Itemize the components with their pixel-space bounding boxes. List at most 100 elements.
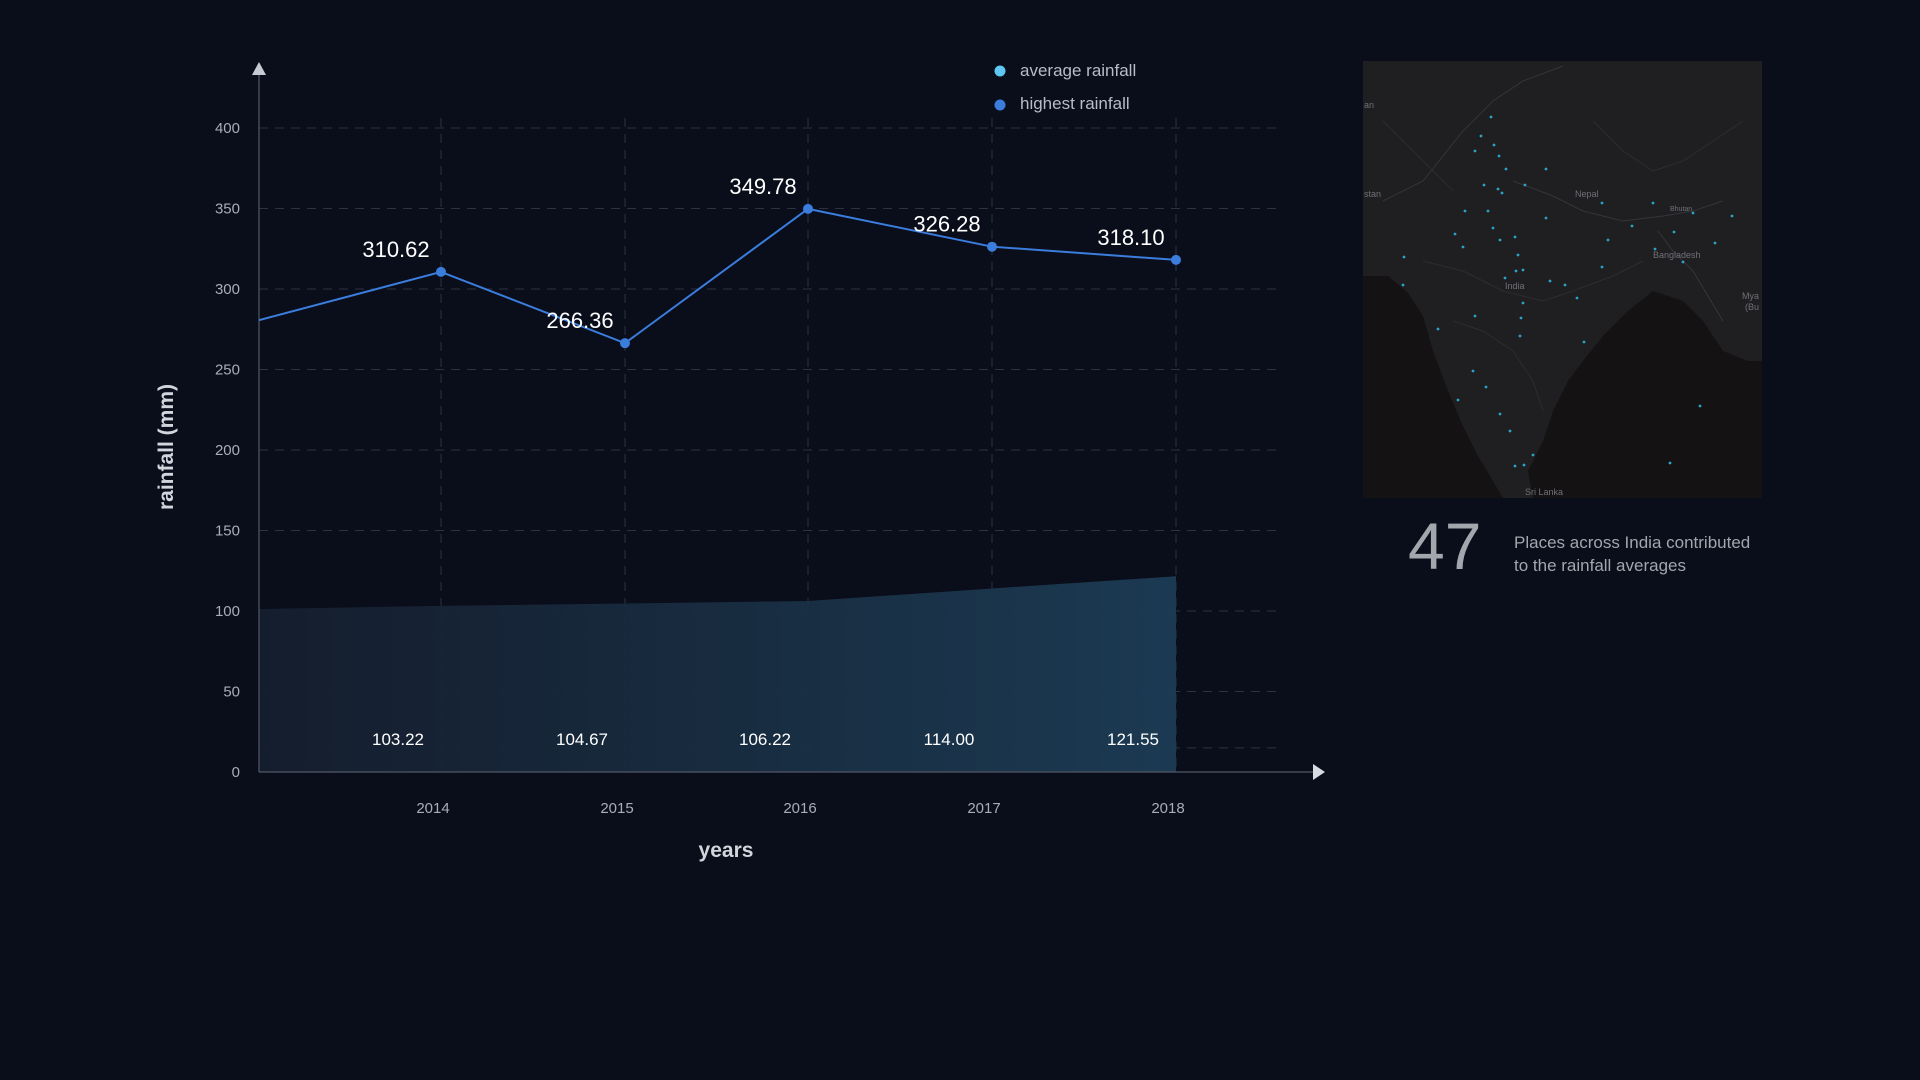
map-station-dot [1531, 453, 1535, 457]
y-tick-label: 50 [223, 684, 240, 701]
highest-value-label: 349.78 [729, 174, 796, 199]
map-station-dot [1514, 269, 1518, 273]
highest-rainfall-point [803, 203, 813, 214]
map-station-dot [1548, 279, 1552, 283]
map-station-dot [1563, 283, 1567, 287]
map-station-dot [1672, 230, 1676, 234]
map-station-dot [1681, 260, 1685, 264]
y-tick-label: 150 [215, 523, 240, 540]
map-station-dot [1453, 232, 1457, 236]
x-tick-label: 2014 [416, 800, 449, 817]
map-station-dot [1522, 463, 1526, 467]
map-station-dot [1479, 134, 1483, 138]
average-value-label: 106.22 [739, 730, 791, 749]
map-canvas: Nepal Bhutan Bangladesh India Sri Lanka … [1363, 61, 1762, 498]
map-station-dot [1544, 216, 1548, 220]
average-value-label: 121.55 [1107, 730, 1159, 749]
map-station-dot [1691, 211, 1695, 215]
map-station-dot [1498, 238, 1502, 242]
average-rainfall-area-group [259, 576, 1176, 772]
india-rainfall-map[interactable]: Nepal Bhutan Bangladesh India Sri Lanka … [1363, 61, 1762, 498]
map-label-india: India [1505, 281, 1525, 291]
map-station-dot [1402, 255, 1406, 259]
y-axis-title: rainfall (mm) [155, 384, 178, 510]
x-tick-label: 2016 [783, 800, 816, 817]
map-label-pakistan: stan [1364, 189, 1381, 199]
map-station-dot [1436, 327, 1440, 331]
rainfall-chart: 0 50 100 150 200 250 300 350 400 2014 2015 2016 2017… [155, 61, 1325, 862]
map-station-dot [1473, 314, 1477, 318]
highest-value-label: 318.10 [1097, 225, 1164, 250]
map-station-dot [1582, 340, 1586, 344]
highest-value-label: 326.28 [913, 212, 980, 237]
map-station-dot [1523, 183, 1527, 187]
highest-rainfall-point [620, 338, 630, 349]
map-station-dot [1521, 301, 1525, 305]
map-station-dot [1484, 385, 1488, 389]
average-value-label: 103.22 [372, 730, 424, 749]
map-station-dot [1651, 201, 1655, 205]
x-axis-title: years [699, 839, 754, 862]
highest-value-label: 266.36 [546, 308, 613, 333]
map-station-dot [1504, 167, 1508, 171]
map-station-dot [1698, 404, 1702, 408]
highest-rainfall-point [436, 266, 446, 277]
map-station-dot [1513, 464, 1517, 468]
highest-rainfall-line [259, 207, 1177, 345]
map-station-dot [1498, 412, 1502, 416]
legend-highest-marker [994, 99, 1006, 111]
map-station-dot [1491, 226, 1495, 230]
x-tick-label: 2017 [967, 800, 1000, 817]
map-label-burma: (Bu [1745, 302, 1759, 312]
map-station-dot [1473, 149, 1477, 153]
map-station-dot [1575, 296, 1579, 300]
map-station-dot [1653, 247, 1657, 251]
map-station-dot [1544, 167, 1548, 171]
map-station-dot [1503, 276, 1507, 280]
y-tick-label: 200 [215, 442, 240, 459]
map-station-dot [1521, 268, 1525, 272]
axes [252, 62, 1325, 780]
map-station-dot [1518, 334, 1522, 338]
places-description: Places across India contributed to the r… [1514, 533, 1751, 575]
map-label-bhutan: Bhutan [1670, 206, 1692, 213]
map-station-dot [1489, 115, 1493, 119]
map-station-dot [1492, 143, 1496, 147]
y-axis-arrow [252, 62, 266, 75]
map-station-dot [1513, 235, 1517, 239]
map-station-dot [1486, 209, 1490, 213]
y-tick-label: 0 [232, 764, 240, 781]
map-station-dots [1401, 115, 1734, 468]
x-tick-label: 2015 [600, 800, 633, 817]
map-station-dot [1471, 369, 1475, 373]
highest-rainfall-point [987, 241, 997, 252]
legend-average-label: average rainfall [1020, 61, 1136, 80]
map-station-dot [1606, 238, 1610, 242]
y-tick-label: 300 [215, 281, 240, 298]
map-station-dot [1668, 461, 1672, 465]
y-tick-label: 250 [215, 362, 240, 379]
map-station-dot [1600, 201, 1604, 205]
map-station-dot [1496, 187, 1500, 191]
average-value-label: 114.00 [924, 730, 975, 749]
map-station-dot [1630, 224, 1634, 228]
map-label-nepal: Nepal [1575, 189, 1599, 199]
map-station-dot [1713, 241, 1717, 245]
map-station-dot [1497, 154, 1501, 158]
legend-highest-label: highest rainfall [1020, 94, 1130, 113]
map-station-dot [1461, 245, 1465, 249]
highest-rainfall-point [1171, 254, 1181, 265]
legend: average rainfall highest rainfall [994, 61, 1136, 113]
legend-average-marker [994, 65, 1006, 77]
map-station-dot [1463, 209, 1467, 213]
map-station-dot [1730, 214, 1734, 218]
average-rainfall-area [259, 576, 1176, 772]
map-label-afghanistan: an [1364, 100, 1374, 110]
average-value-label: 104.67 [556, 730, 608, 749]
y-tick-label: 100 [215, 603, 240, 620]
map-station-dot [1401, 283, 1405, 287]
map-station-dot [1516, 253, 1520, 257]
map-station-dot [1482, 183, 1486, 187]
map-station-dot [1519, 316, 1523, 320]
map-station-dot [1508, 429, 1512, 433]
